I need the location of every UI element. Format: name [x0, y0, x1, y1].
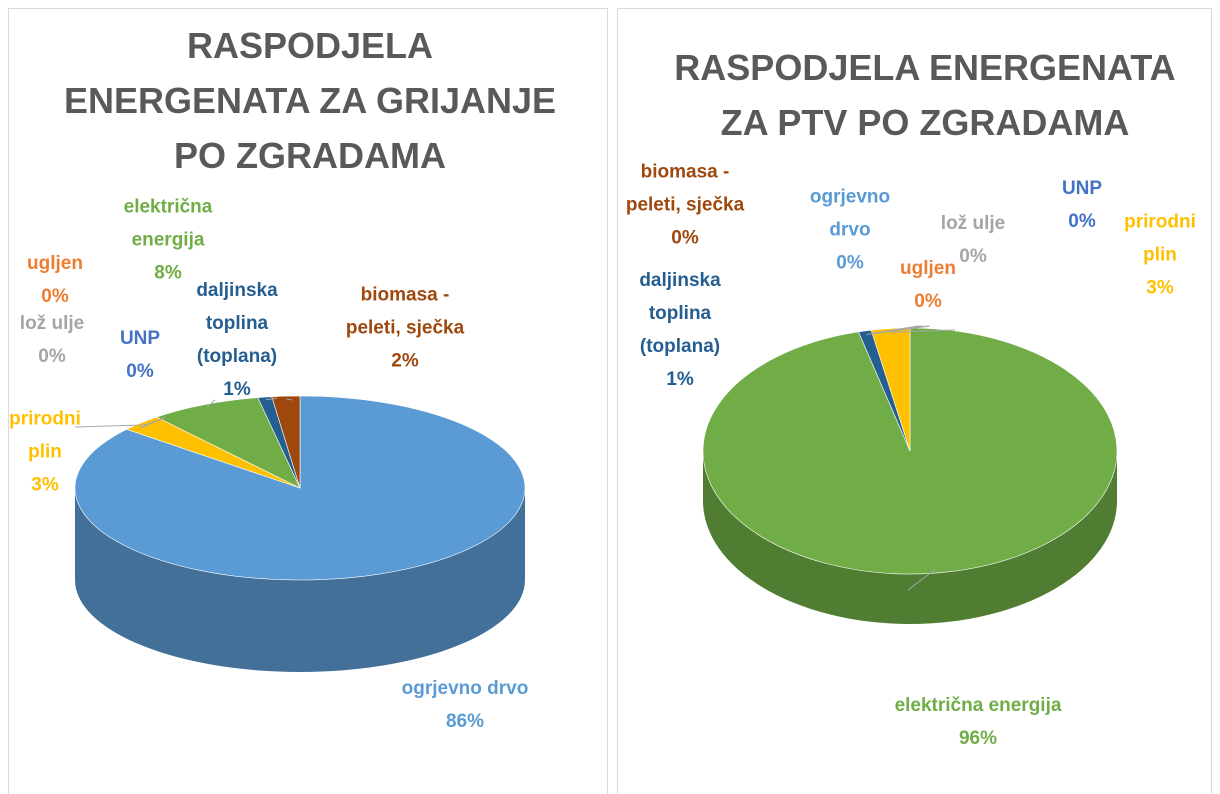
leader-line: [891, 329, 956, 333]
data-label: lož ulje 0%: [923, 207, 1023, 273]
data-label-value: 8%: [154, 262, 182, 284]
data-label-value: 0%: [959, 246, 987, 267]
data-label: biomasa - peleti, sječka 0%: [625, 156, 745, 255]
data-label-name: UNP: [119, 328, 161, 349]
data-label-name: ogrjevno drvo: [401, 678, 529, 699]
data-label-value: 2%: [391, 350, 419, 372]
data-label-value: 86%: [445, 711, 485, 732]
data-label-name: električna energija: [123, 196, 213, 251]
data-label-name: ogrjevno drvo: [809, 186, 891, 241]
slice: [271, 395, 301, 489]
chart-title: RASPODJELA ENERGENATA ZA PTV PO ZGRADAMA: [674, 47, 1176, 143]
data-label-value: 3%: [1146, 277, 1174, 299]
data-label: lož ulje 0%: [7, 307, 97, 373]
data-label: ugljen 0%: [898, 252, 958, 318]
data-label-value: 0%: [38, 346, 66, 367]
data-label: električna energija 8%: [103, 191, 233, 290]
data-label: prirodni plin 3%: [1110, 206, 1210, 305]
leader-line: [265, 397, 278, 401]
leader-line: [144, 418, 162, 426]
data-label-name: ugljen: [900, 258, 956, 279]
leader-line: [206, 399, 216, 408]
panel-border: [617, 8, 1212, 794]
data-label: prirodni plin 3%: [0, 403, 90, 502]
chart-title: RASPODJELA ENERGENATA ZA GRIJANJE PO ZGR…: [63, 25, 557, 176]
data-label: ogrjevno drvo 0%: [795, 181, 905, 280]
data-label-value: 0%: [41, 286, 69, 307]
data-label-name: biomasa - peleti, sječka: [345, 284, 465, 339]
data-label-value: 1%: [666, 369, 694, 390]
data-label-name: prirodni plin: [9, 408, 81, 463]
data-label: UNP 0%: [110, 322, 170, 388]
data-label-value: 3%: [31, 474, 59, 496]
data-label-value: 1%: [223, 379, 251, 400]
data-label-value: 0%: [836, 252, 864, 274]
data-label-value: 96%: [958, 728, 998, 749]
data-label-name: električna energija: [894, 695, 1062, 716]
data-label-name: daljinska toplina (toplana): [196, 280, 278, 367]
slice: [155, 397, 301, 489]
data-label-name: daljinska toplina (toplana): [639, 270, 721, 357]
data-label: daljinska toplina (toplana) 1%: [620, 264, 740, 396]
leader-line: [160, 417, 166, 420]
leader-line: [74, 424, 146, 428]
data-label-value: 0%: [671, 227, 699, 249]
leader-line: [286, 398, 293, 401]
data-label: biomasa - peleti, sječka 2%: [340, 279, 470, 378]
data-label-name: prirodni plin: [1124, 211, 1196, 266]
panel-border: [8, 8, 608, 794]
data-label: ogrjevno drvo 86%: [395, 672, 535, 738]
data-label-value: 0%: [1068, 211, 1096, 232]
data-label-name: biomasa - peleti, sječka: [625, 161, 745, 216]
data-label-name: ugljen: [27, 253, 83, 274]
data-label-name: lož ulje: [19, 313, 85, 334]
data-label-value: 0%: [914, 291, 942, 312]
data-label-name: lož ulje: [940, 213, 1006, 234]
data-label: ugljen 0%: [25, 247, 85, 313]
data-label: UNP 0%: [1052, 172, 1112, 238]
leader-line: [872, 325, 931, 335]
slice-side: [703, 451, 1117, 624]
leader-line: [907, 568, 936, 591]
data-label: daljinska toplina (toplana) 1%: [182, 274, 292, 406]
data-label-name: UNP: [1061, 178, 1103, 199]
data-label-value: 0%: [126, 361, 154, 382]
data-label: električna energija 96%: [848, 689, 1108, 755]
